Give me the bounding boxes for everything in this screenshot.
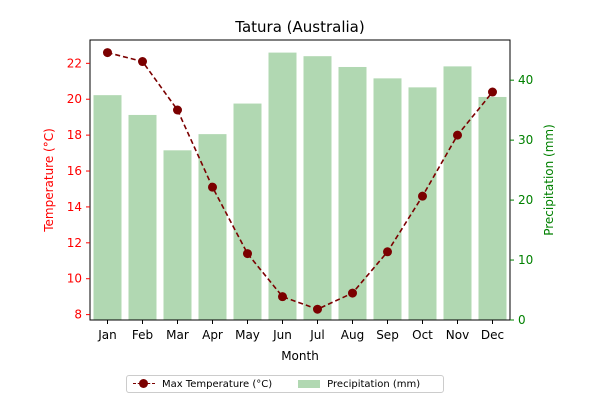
left-tick-label: 22 xyxy=(67,56,82,70)
point-apr xyxy=(208,182,217,192)
right-tick-label: 30 xyxy=(518,133,533,147)
right-axis: 0 10 20 30 40 xyxy=(510,73,533,327)
bar-sep xyxy=(373,78,402,320)
left-tick-label: 8 xyxy=(74,308,82,322)
left-tick-label: 14 xyxy=(67,200,82,214)
x-axis: Jan Feb Mar Apr May Jun Jul Aug Sep Oct Nov Dec xyxy=(97,320,504,342)
left-tick-label: 20 xyxy=(67,92,82,106)
right-axis-label: Precipitation (mm) xyxy=(542,124,556,236)
point-may xyxy=(243,249,252,259)
x-tick-label: Feb xyxy=(132,328,153,342)
left-tick-label: 18 xyxy=(67,128,82,142)
x-tick-label: Apr xyxy=(202,328,223,342)
x-tick-label: Jun xyxy=(272,328,292,342)
point-oct xyxy=(418,191,427,201)
bar-jan xyxy=(93,95,122,320)
bar-oct xyxy=(408,87,437,320)
x-tick-label: Jan xyxy=(97,328,117,342)
point-jun xyxy=(278,292,287,302)
left-axis: 8 10 12 14 16 18 20 22 xyxy=(67,56,90,322)
temperature-line-layer xyxy=(103,48,497,314)
plot-frame xyxy=(89,39,511,321)
x-tick-label: Jul xyxy=(309,328,324,342)
legend-label-temperature: Max Temperature (°C) xyxy=(162,378,273,390)
x-tick-label: Mar xyxy=(166,328,189,342)
bar-jul xyxy=(303,56,332,320)
point-aug xyxy=(348,288,357,298)
point-sep xyxy=(383,247,392,257)
legend: Max Temperature (°C) Precipitation (mm) xyxy=(126,375,444,393)
x-tick-label: Sep xyxy=(376,328,399,342)
bar-apr xyxy=(198,134,227,320)
bar-may xyxy=(233,103,262,321)
bar-aug xyxy=(338,66,367,320)
chart-title: Tatura (Australia) xyxy=(234,18,364,36)
right-tick-label: 10 xyxy=(518,253,533,267)
bar-dec xyxy=(478,96,507,320)
bar-mar xyxy=(163,150,192,320)
x-tick-label: Aug xyxy=(341,328,364,342)
point-jul xyxy=(313,304,322,314)
point-jan xyxy=(103,48,112,58)
legend-item-temperature: Max Temperature (°C) xyxy=(133,379,272,390)
point-nov xyxy=(453,130,462,140)
point-feb xyxy=(138,57,147,67)
legend-bar-swatch xyxy=(298,380,321,388)
x-tick-label: Nov xyxy=(446,328,469,342)
left-tick-label: 12 xyxy=(67,236,82,250)
right-tick-label: 20 xyxy=(518,193,533,207)
x-tick-label: May xyxy=(235,328,260,342)
x-tick-label: Dec xyxy=(481,328,504,342)
x-tick-label: Oct xyxy=(412,328,433,342)
point-mar xyxy=(173,105,182,115)
point-dec xyxy=(488,87,497,97)
left-tick-label: 10 xyxy=(67,272,82,286)
right-tick-label: 40 xyxy=(518,73,533,87)
bar-jun xyxy=(268,52,297,321)
left-axis-label: Temperature (°C) xyxy=(42,128,56,233)
bar-feb xyxy=(128,114,157,320)
right-tick-label: 0 xyxy=(518,313,526,327)
x-axis-label: Month xyxy=(281,349,319,363)
left-tick-label: 16 xyxy=(67,164,82,178)
legend-item-precipitation: Precipitation (mm) xyxy=(298,379,420,390)
temperature-line xyxy=(107,51,494,311)
legend-line-swatch xyxy=(133,379,155,389)
legend-label-precipitation: Precipitation (mm) xyxy=(327,378,421,390)
precipitation-bars xyxy=(93,52,507,321)
bar-nov xyxy=(443,66,472,320)
